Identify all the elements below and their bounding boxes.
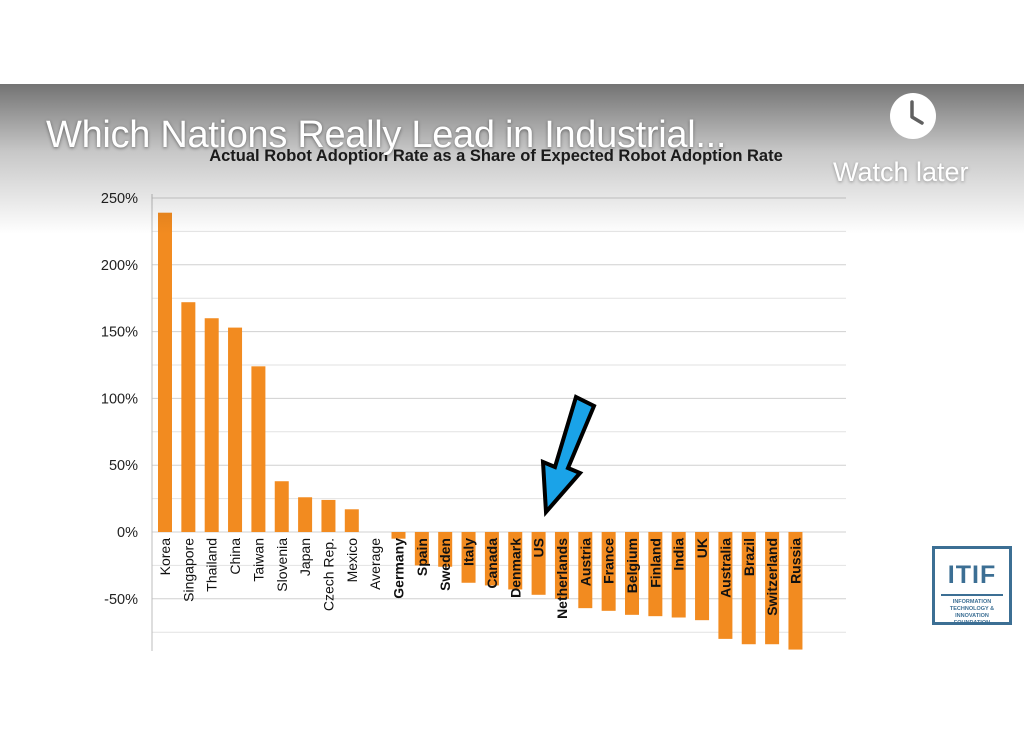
bar-spain [414, 532, 429, 566]
x-category-label: Canada [484, 538, 500, 589]
bars [158, 212, 803, 650]
bar-finland [648, 532, 663, 617]
y-tick-label: -50% [104, 592, 138, 608]
x-category-label: Spain [414, 538, 430, 576]
x-category-label: Korea [157, 538, 173, 576]
x-category-label: Brazil [741, 538, 757, 576]
y-tick-label: 250% [101, 191, 138, 207]
bar-brazil [741, 532, 756, 645]
bar-taiwan [251, 366, 266, 532]
x-category-label: Italy [461, 538, 477, 566]
bar-australia [718, 532, 733, 639]
x-category-label: Australia [717, 538, 733, 598]
bar-sweden [438, 532, 453, 567]
x-category-label: Average [367, 538, 383, 590]
y-tick-label: 50% [109, 458, 138, 474]
bar-austria [578, 532, 593, 609]
bar-italy [461, 532, 476, 583]
video-title[interactable]: Which Nations Really Lead in Industrial.… [46, 114, 727, 156]
clock-icon[interactable] [889, 92, 937, 140]
x-category-label: Japan [297, 538, 313, 576]
x-category-label: Denmark [507, 538, 523, 598]
bar-switzerland [765, 532, 780, 645]
x-category-label: Belgium [624, 538, 640, 593]
logo-subtitle: INFORMATION TECHNOLOGY & INNOVATION FOUN… [949, 599, 995, 626]
y-axis-tick-labels: -50% 0% 50% 100% 150% 200% 250% [101, 191, 138, 608]
y-tick-label: 100% [101, 391, 138, 407]
x-category-label: US [531, 538, 547, 557]
x-category-label: Mexico [344, 538, 360, 583]
bar-czech-rep [321, 499, 336, 532]
bar-russia [788, 532, 803, 650]
x-category-label: Thailand [204, 538, 220, 592]
bar-singapore [181, 302, 196, 532]
x-category-label: France [601, 538, 617, 584]
x-category-label: Russia [787, 538, 803, 584]
bar-belgium [625, 532, 639, 615]
bar-slovenia [274, 481, 289, 532]
itif-logo: ITIF INFORMATION TECHNOLOGY & INNOVATION… [932, 546, 1012, 626]
bar-thailand [204, 318, 219, 532]
bar-china [228, 327, 243, 532]
video-player[interactable]: -50% 0% 50% 100% 150% 200% 250% Korea Singapore… [0, 84, 1024, 651]
bar-netherlands [554, 532, 569, 599]
x-category-label: Czech Rep. [320, 538, 336, 611]
logo-divider [941, 594, 1003, 596]
x-category-label: Sweden [437, 538, 453, 591]
bar-korea [158, 212, 172, 533]
x-category-label: Germany [391, 538, 407, 599]
bar-mexico [344, 509, 359, 532]
x-category-label: UK [694, 538, 710, 558]
bar-us [531, 532, 546, 595]
x-category-label: Taiwan [250, 538, 266, 582]
y-tick-label: 0% [117, 525, 138, 541]
bar-canada [484, 532, 499, 586]
watch-later-label[interactable]: Watch later [833, 157, 969, 187]
x-category-label: Switzerland [764, 538, 780, 616]
x-category-label: Slovenia [274, 538, 290, 592]
bar-germany [391, 532, 406, 539]
logo-name: ITIF [947, 561, 997, 589]
bar-france [601, 532, 616, 611]
bar-india [671, 532, 686, 618]
y-tick-label: 150% [101, 325, 138, 341]
arrow-down-left-icon [540, 394, 597, 517]
x-category-label: Singapore [180, 538, 196, 602]
x-axis-category-labels: Korea Singapore Thailand China Taiwan Sloveni… [157, 538, 803, 619]
bar-denmark [508, 532, 523, 590]
y-tick-label: 200% [101, 258, 138, 274]
x-category-label: India [671, 538, 687, 571]
x-category-label: China [227, 538, 243, 575]
bar-uk [695, 532, 710, 621]
bar-japan [298, 497, 313, 532]
x-category-label: Finland [647, 538, 663, 588]
x-category-label: Austria [577, 538, 593, 586]
x-category-label: Netherlands [554, 538, 570, 619]
